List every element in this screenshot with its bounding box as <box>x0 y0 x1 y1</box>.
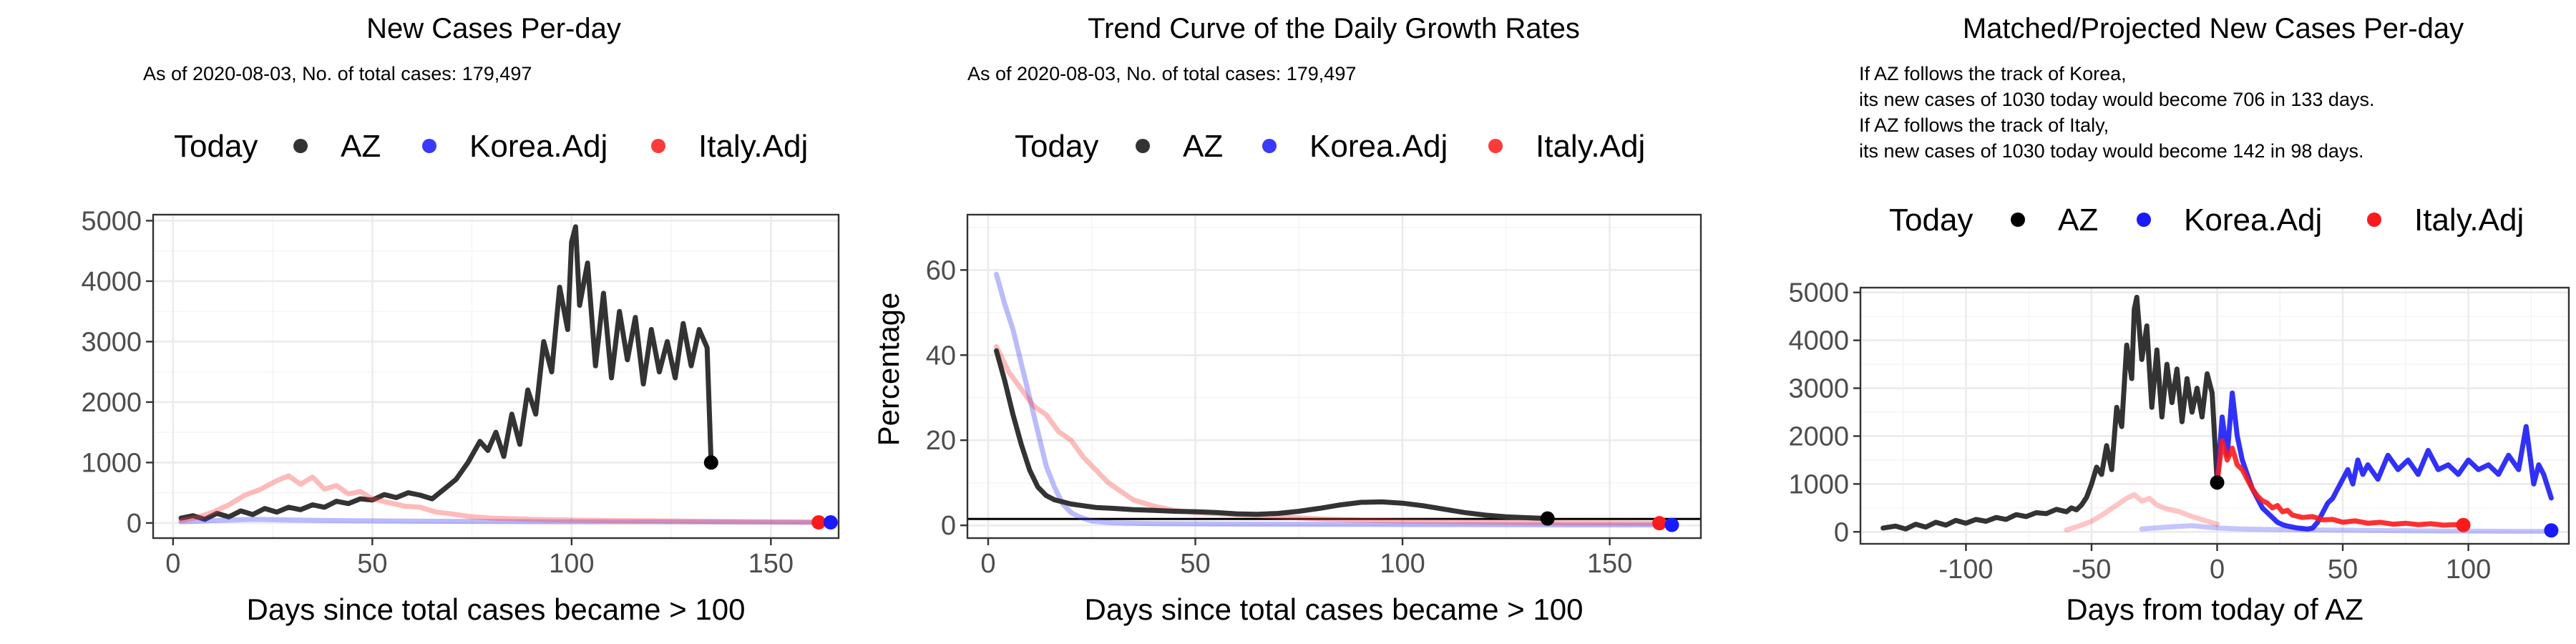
legend-label-korea: Korea.Adj <box>1309 129 1448 164</box>
y-tick-label: 0 <box>1834 517 1849 547</box>
chart-subtitle-line: its new cases of 1030 today would become… <box>1859 140 2363 162</box>
y-tick-label: 20 <box>926 426 956 456</box>
legend-label-italy: Italy.Adj <box>1536 129 1645 164</box>
y-tick-label: 3000 <box>81 327 142 357</box>
series-line-korea-adj <box>994 271 1674 528</box>
chart-subtitle-line: As of 2020-08-03, No. of total cases: 17… <box>967 63 1356 84</box>
x-axis-title: Days since total cases became > 100 <box>1085 592 1584 626</box>
series-line-italy-adj <box>178 473 821 525</box>
series-line-italy-adj <box>2215 438 2467 528</box>
series-line-az <box>178 224 714 522</box>
chart-subtitle-line: If AZ follows the track of Italy, <box>1859 114 2109 136</box>
chart-title: New Cases Per-day <box>366 13 621 44</box>
series-line-italy-adj-past <box>2064 492 2220 533</box>
series-line-korea-adj-past <box>2139 523 2554 535</box>
panel-border <box>1859 286 2570 545</box>
x-axis-title: Days since total cases became > 100 <box>247 592 746 626</box>
x-tick-label: 150 <box>748 549 794 579</box>
x-tick-label: 100 <box>2446 555 2491 585</box>
legend-swatch-az <box>293 139 308 153</box>
legend-swatch-italy <box>651 139 665 153</box>
legend-swatch-korea <box>2137 213 2151 227</box>
today-point-italy-adj <box>2456 517 2471 532</box>
legend-swatch-korea <box>1262 139 1277 153</box>
y-tick-label: 0 <box>127 509 142 539</box>
y-tick-label: 2000 <box>81 388 142 418</box>
y-tick-label: 40 <box>926 341 956 371</box>
x-tick-label: -100 <box>1938 555 1993 585</box>
x-tick-label: 100 <box>1380 549 1425 579</box>
legend: Today AZ Korea.Adj Italy.Adj <box>1889 203 2524 238</box>
x-tick-label: 0 <box>980 549 995 579</box>
chart-subtitle-line: As of 2020-08-03, No. of total cases: 17… <box>143 63 532 84</box>
series-line-az <box>994 348 1551 522</box>
panel-projected-cases: Matched/Projected New Cases Per-day If A… <box>1788 13 2570 626</box>
plot-area: 0 50 100 150 0 20 40 60 <box>926 213 1702 579</box>
today-point-az <box>703 455 718 470</box>
x-tick-label: 50 <box>1180 549 1210 579</box>
y-axis-title: Percentage <box>872 293 905 447</box>
panel-growth-rates: Trend Curve of the Daily Growth Rates As… <box>872 13 1702 626</box>
legend-label-az: AZ <box>1183 129 1223 164</box>
chart-subtitle-line: its new cases of 1030 today would become… <box>1859 89 2374 110</box>
panel-border <box>152 213 840 540</box>
series-line-korea-adj <box>2215 390 2554 532</box>
legend-label-korea: Korea.Adj <box>2184 203 2322 238</box>
plot-area: 0 50 100 150 0 1000 2000 3000 4000 5000 <box>81 206 840 579</box>
series-line-italy-adj <box>994 343 1662 526</box>
today-point-korea-adj <box>2544 523 2559 538</box>
legend-swatch-az <box>1136 139 1150 153</box>
x-tick-label: 150 <box>1587 549 1632 579</box>
legend-swatch-az <box>2011 213 2025 227</box>
y-tick-label: 1000 <box>81 448 142 478</box>
chart-title: Trend Curve of the Daily Growth Rates <box>1088 13 1580 44</box>
today-point-italy-adj <box>1652 516 1667 531</box>
legend-title: Today <box>1889 203 1973 238</box>
x-tick-label: 50 <box>2328 555 2358 585</box>
legend-swatch-italy <box>2367 213 2381 227</box>
legend-label-korea: Korea.Adj <box>469 129 608 164</box>
y-tick-label: 5000 <box>1788 278 1849 308</box>
legend-label-az: AZ <box>2058 203 2098 238</box>
x-axis-title: Days from today of AZ <box>2066 592 2363 626</box>
today-point-italy-adj <box>811 515 826 530</box>
legend-swatch-italy <box>1488 139 1503 153</box>
series-layer <box>1880 294 2554 535</box>
chart-subtitle-line: If AZ follows the track of Korea, <box>1859 63 2127 84</box>
y-tick-label: 4000 <box>81 267 142 297</box>
panel-new-cases: New Cases Per-day As of 2020-08-03, No. … <box>81 13 840 626</box>
y-tick-label: 5000 <box>81 206 142 236</box>
y-tick-label: 1000 <box>1788 469 1849 499</box>
series-line-az <box>1880 294 2220 532</box>
legend-label-az: AZ <box>341 129 381 164</box>
legend-label-italy: Italy.Adj <box>2414 203 2524 238</box>
series-layer <box>178 224 834 525</box>
panel-border <box>966 213 1702 540</box>
series-line-korea-adj <box>178 517 834 525</box>
today-point-korea-adj <box>1664 517 1679 532</box>
legend-title: Today <box>1015 129 1098 164</box>
legend-swatch-korea <box>422 139 436 153</box>
x-tick-label: 0 <box>2210 555 2225 585</box>
y-tick-label: 2000 <box>1788 421 1849 452</box>
legend-title: Today <box>174 129 258 164</box>
x-tick-label: 0 <box>165 549 180 579</box>
legend-label-italy: Italy.Adj <box>698 129 808 164</box>
x-tick-label: 100 <box>549 549 594 579</box>
today-point-az <box>2210 475 2225 490</box>
y-tick-label: 0 <box>941 511 956 541</box>
y-tick-label: 60 <box>926 255 956 286</box>
legend: Today AZ Korea.Adj Italy.Adj <box>1015 129 1645 164</box>
series-layer <box>967 271 1701 528</box>
x-tick-label: 50 <box>357 549 387 579</box>
today-point-az <box>1540 511 1555 526</box>
x-tick-label: -50 <box>2072 555 2112 585</box>
chart-title: Matched/Projected New Cases Per-day <box>1963 13 2464 44</box>
legend: Today AZ Korea.Adj Italy.Adj <box>174 129 808 164</box>
today-point-korea-adj <box>823 515 838 530</box>
y-tick-label: 3000 <box>1788 374 1849 404</box>
y-tick-label: 4000 <box>1788 326 1849 356</box>
